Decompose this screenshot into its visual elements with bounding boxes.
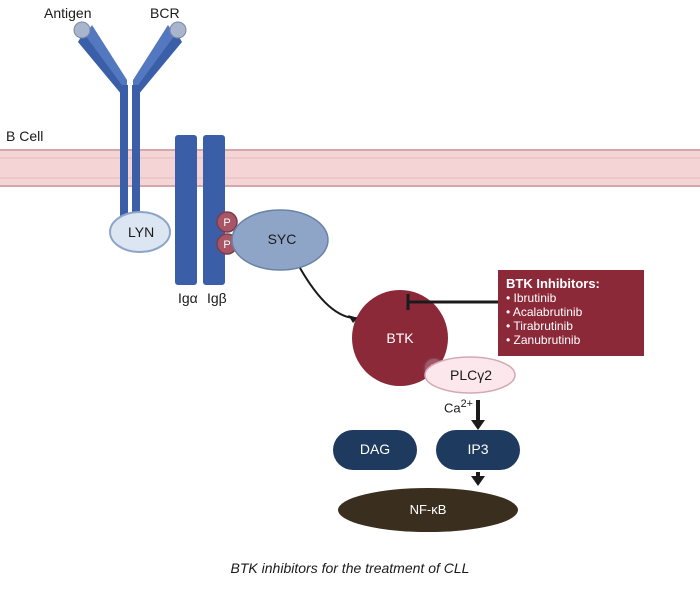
- inhibitor-box-content: BTK Inhibitors: • Ibrutinib • Acalabruti…: [506, 276, 640, 347]
- label-btk: BTK: [380, 330, 420, 346]
- label-dag: DAG: [355, 441, 395, 457]
- label-ip3: IP3: [458, 441, 498, 457]
- label-ca2: Ca2+: [444, 398, 473, 415]
- inhibitor-item-1: • Acalabrutinib: [506, 305, 640, 319]
- figure-caption: BTK inhibitors for the treatment of CLL: [0, 560, 700, 576]
- label-lyn: LYN: [128, 224, 154, 240]
- label-syc: SYC: [262, 231, 302, 247]
- inhibitor-item-3: • Zanubrutinib: [506, 333, 640, 347]
- label-antigen: Antigen: [44, 5, 91, 21]
- diagram-canvas: PPP Antigen BCR B Cell LYN SYC Igα Igβ B…: [0, 0, 700, 593]
- label-bcell: B Cell: [6, 128, 43, 144]
- label-igb: Igβ: [207, 290, 227, 306]
- label-nfkb: NF-κB: [403, 502, 453, 517]
- inhibitor-box-title: BTK Inhibitors:: [506, 276, 640, 291]
- label-bcr: BCR: [150, 5, 180, 21]
- label-plcg2: PLCγ2: [450, 367, 492, 383]
- label-iga: Igα: [178, 290, 198, 306]
- inhibitor-item-0: • Ibrutinib: [506, 291, 640, 305]
- inhibitor-item-2: • Tirabrutinib: [506, 319, 640, 333]
- svg-text:P: P: [223, 217, 230, 229]
- svg-text:P: P: [223, 239, 230, 251]
